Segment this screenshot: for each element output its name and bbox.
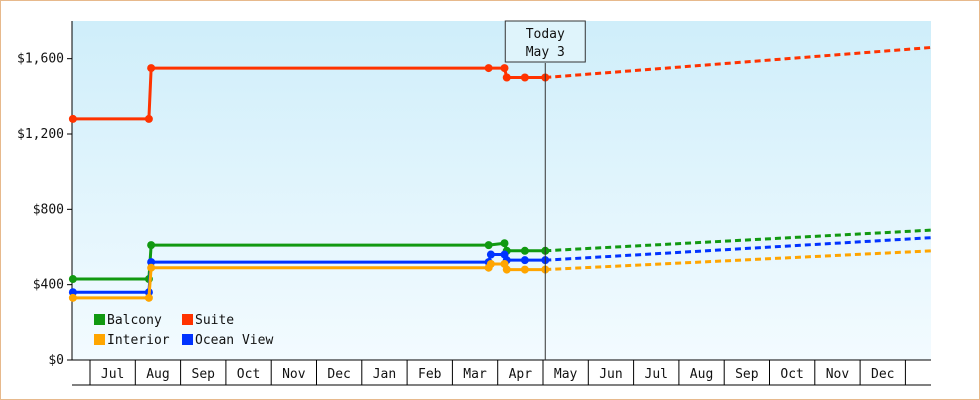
x-month-label: Jan xyxy=(373,367,396,382)
x-month-label: Mar xyxy=(463,367,487,382)
x-month-label: Aug xyxy=(146,367,169,382)
today-box xyxy=(504,20,586,63)
data-point xyxy=(502,265,511,274)
x-month-label: Dec xyxy=(871,367,894,382)
x-axis: Jul Aug Sep Oct Nov Dec Jan Feb Mar Apr May Jun Jul A… xyxy=(72,359,931,386)
legend-label: Ocean View xyxy=(195,333,273,348)
series-layer xyxy=(68,45,933,302)
y-tick-label: $1,600 xyxy=(17,52,64,67)
series-forecast-line xyxy=(545,236,933,262)
data-point xyxy=(68,114,77,123)
data-point xyxy=(520,256,529,265)
x-month-label: Jul xyxy=(645,367,668,382)
y-tick-label: $1,200 xyxy=(17,127,64,142)
legend-swatch xyxy=(182,314,193,325)
legend-swatch xyxy=(94,334,105,345)
x-month-label: Aug xyxy=(690,367,713,382)
legend-item: Ocean View xyxy=(182,333,273,348)
y-tick-label: $800 xyxy=(33,202,64,217)
data-point xyxy=(500,64,509,73)
x-month-label: May xyxy=(554,367,578,382)
plot-area xyxy=(72,21,931,360)
legend-item: Balcony xyxy=(94,313,162,328)
x-month-label: Oct xyxy=(780,367,803,382)
data-point xyxy=(147,263,156,272)
x-month-label: Jul xyxy=(101,367,124,382)
legend-label: Suite xyxy=(195,313,234,328)
data-point xyxy=(68,288,77,297)
data-point xyxy=(147,64,156,73)
legend-swatch xyxy=(94,314,105,325)
data-point xyxy=(520,73,529,82)
x-month-label: Nov xyxy=(282,367,306,382)
legend-label: Balcony xyxy=(107,313,162,328)
data-point xyxy=(500,239,509,248)
y-tick-label: $400 xyxy=(33,278,64,293)
x-month-label: Jun xyxy=(599,367,622,382)
legend-item: Interior xyxy=(94,333,170,348)
legend-item: Suite xyxy=(182,313,234,328)
data-point xyxy=(520,246,529,255)
data-point xyxy=(484,241,493,250)
series-forecast-line xyxy=(545,45,933,79)
data-point xyxy=(68,293,77,302)
legend-label: Interior xyxy=(107,333,170,348)
data-point xyxy=(484,64,493,73)
series-forecast-line xyxy=(545,249,933,272)
x-month-label: Nov xyxy=(826,367,850,382)
today-marker: Today May 3 xyxy=(504,20,586,360)
x-month-label: Sep xyxy=(192,367,216,382)
x-month-label: Feb xyxy=(418,367,442,382)
data-point xyxy=(68,275,77,284)
legend: Balcony Suite Interior Ocean View xyxy=(94,313,273,348)
data-point xyxy=(486,250,495,259)
today-date: May 3 xyxy=(526,45,565,60)
data-point xyxy=(502,73,511,82)
data-point xyxy=(147,241,156,250)
y-tick-label: $0 xyxy=(48,353,64,368)
data-point xyxy=(144,293,153,302)
data-point xyxy=(486,259,495,268)
series-interior xyxy=(68,249,933,302)
x-month-label: Oct xyxy=(237,367,260,382)
x-month-label: Dec xyxy=(327,367,350,382)
x-month-label: Sep xyxy=(735,367,759,382)
y-axis: $0 $400 $800 $1,200 $1,600 xyxy=(17,21,73,368)
x-month-label: Apr xyxy=(509,367,533,382)
legend-swatch xyxy=(182,334,193,345)
today-label: Today xyxy=(526,27,565,42)
data-point xyxy=(520,265,529,274)
data-point xyxy=(144,114,153,123)
series-forecast-line xyxy=(545,228,933,253)
data-point xyxy=(147,258,156,267)
